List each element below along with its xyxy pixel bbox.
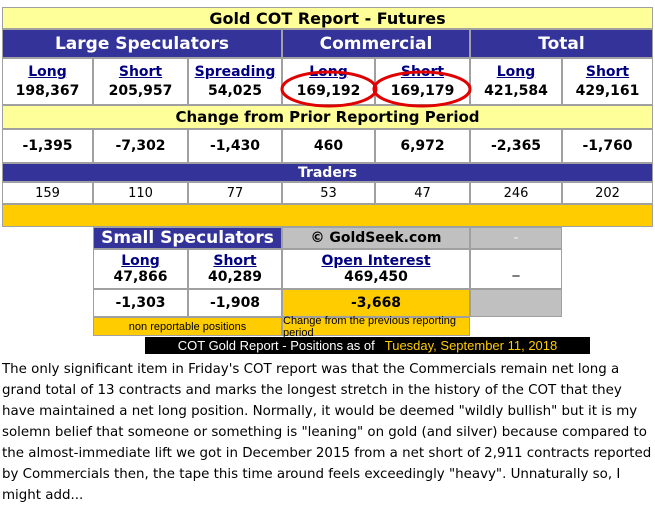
section-header: Change from Prior Reporting Period <box>2 105 653 129</box>
trader-count: 110 <box>93 182 188 204</box>
position-label: Long <box>28 64 67 80</box>
small-spec-label: Long <box>121 253 160 269</box>
change-value: -1,395 <box>2 129 93 163</box>
grey-cell <box>470 289 562 317</box>
article-text: The only significant item in Friday's CO… <box>2 362 652 503</box>
change-value: -1,430 <box>188 129 282 163</box>
small-spec-change: -1,303 <box>93 289 188 317</box>
position-label: Long <box>309 64 348 80</box>
change-value: 6,972 <box>375 129 470 163</box>
trader-count: 202 <box>562 182 653 204</box>
change-value: -7,302 <box>93 129 188 163</box>
report-title: Gold COT Report - Futures <box>2 7 653 29</box>
small-spec-cell: Short 40,289 <box>188 249 282 289</box>
section-header: Traders <box>2 163 653 182</box>
small-spec-value: 47,866 <box>113 269 168 285</box>
position-value: 54,025 <box>207 83 263 99</box>
trader-count: 159 <box>2 182 93 204</box>
credit: © GoldSeek.com <box>282 227 470 249</box>
position-label: Short <box>400 64 445 80</box>
note: non reportable positions <box>93 317 282 336</box>
footer-label: COT Gold Report - Positions as of <box>177 338 375 353</box>
position-cell: Short 429,161 <box>562 58 653 105</box>
position-value: 169,179 <box>390 83 455 99</box>
position-cell: Short 169,179 <box>375 58 470 105</box>
trader-count: 246 <box>470 182 562 204</box>
position-label: Short <box>118 64 163 80</box>
position-label: Long <box>496 64 536 80</box>
position-value: 198,367 <box>15 83 80 99</box>
small-spec-label: Open Interest <box>321 253 431 269</box>
spacer-band <box>2 204 653 227</box>
group-header: Total <box>470 29 653 58</box>
placeholder: - <box>470 227 562 249</box>
group-header: Large Speculators <box>2 29 282 58</box>
position-cell: Long 198,367 <box>2 58 93 105</box>
position-cell: Spreading 54,025 <box>188 58 282 105</box>
position-value: 429,161 <box>575 83 640 99</box>
note: Change from the previous reporting perio… <box>282 315 470 339</box>
change-value: 460 <box>282 129 375 163</box>
small-spec-value: 469,450 <box>344 269 408 285</box>
small-spec-change: -3,668 <box>282 289 470 317</box>
position-value: 421,584 <box>484 83 548 99</box>
position-label: Spreading <box>194 64 276 80</box>
trader-count: 47 <box>375 182 470 204</box>
position-label: Short <box>585 64 630 80</box>
position-cell: Short 205,957 <box>93 58 188 105</box>
position-value: 205,957 <box>108 83 173 99</box>
group-header: Commercial <box>282 29 470 58</box>
trader-count: 53 <box>282 182 375 204</box>
trader-count: 77 <box>188 182 282 204</box>
position-value: 169,192 <box>296 83 361 99</box>
change-value: -2,365 <box>470 129 562 163</box>
footer-date: Tuesday, September 11, 2018 <box>384 338 558 353</box>
small-spec-label: Short <box>213 253 257 269</box>
position-cell: Long 169,192 <box>282 58 375 105</box>
small-spec-title: Small Speculators <box>93 227 282 249</box>
small-spec-value: 40,289 <box>207 269 263 285</box>
footer: COT Gold Report - Positions as of Tuesda… <box>145 337 590 354</box>
position-cell: Long 421,584 <box>470 58 562 105</box>
small-spec-cell: Open Interest 469,450 <box>282 249 470 289</box>
small-spec-change: -1,908 <box>188 289 282 317</box>
small-spec-cell: Long 47,866 <box>93 249 188 289</box>
placeholder: _ <box>470 249 562 289</box>
change-value: -1,760 <box>562 129 653 163</box>
